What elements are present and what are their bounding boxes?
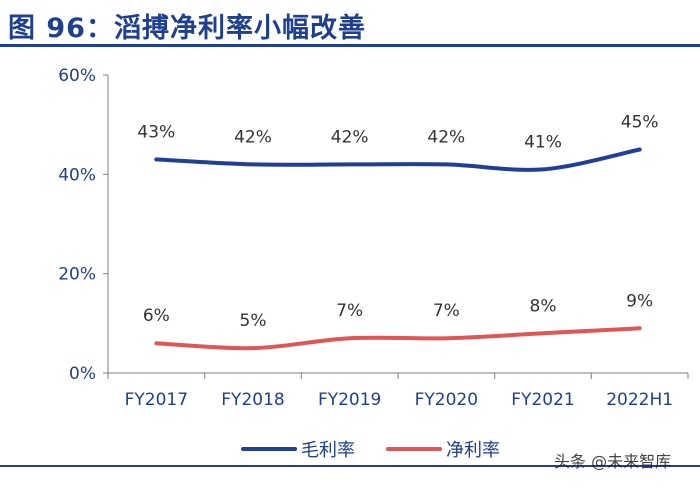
x-tick-label: FY2018 xyxy=(221,390,284,410)
y-tick-label: 0% xyxy=(69,364,96,384)
data-label: 7% xyxy=(336,301,363,321)
series-line-1 xyxy=(154,147,642,172)
data-label: 8% xyxy=(530,296,557,316)
legend-label: 毛利率 xyxy=(301,440,355,461)
data-label: 45% xyxy=(621,113,659,133)
data-label: 6% xyxy=(143,306,170,326)
data-label: 41% xyxy=(524,132,562,152)
y-tick-label: 20% xyxy=(58,265,96,285)
bottom-divider xyxy=(0,465,700,467)
data-label: 42% xyxy=(331,127,369,147)
title-underline xyxy=(0,44,700,47)
data-label: 42% xyxy=(427,127,465,147)
data-label: 9% xyxy=(626,291,653,311)
x-tick-label: 2022H1 xyxy=(606,390,673,410)
watermark-text: 头条 @未来智库 xyxy=(554,452,672,471)
x-tick-label: FY2017 xyxy=(125,390,188,410)
series-line-2 xyxy=(154,326,642,351)
title-bar: 图 96：滔搏净利率小幅改善 xyxy=(0,0,700,48)
x-tick-label: FY2021 xyxy=(511,390,574,410)
x-tick-label: FY2020 xyxy=(415,390,478,410)
data-label: 43% xyxy=(137,122,175,142)
data-label: 7% xyxy=(433,301,460,321)
chart-title: 图 96：滔搏净利率小幅改善 xyxy=(8,13,366,44)
data-label: 42% xyxy=(234,127,272,147)
y-tick-label: 60% xyxy=(58,66,96,86)
y-tick-label: 40% xyxy=(58,165,96,185)
legend-label: 净利率 xyxy=(446,440,500,461)
data-label: 5% xyxy=(240,311,267,331)
x-tick-label: FY2019 xyxy=(318,390,381,410)
